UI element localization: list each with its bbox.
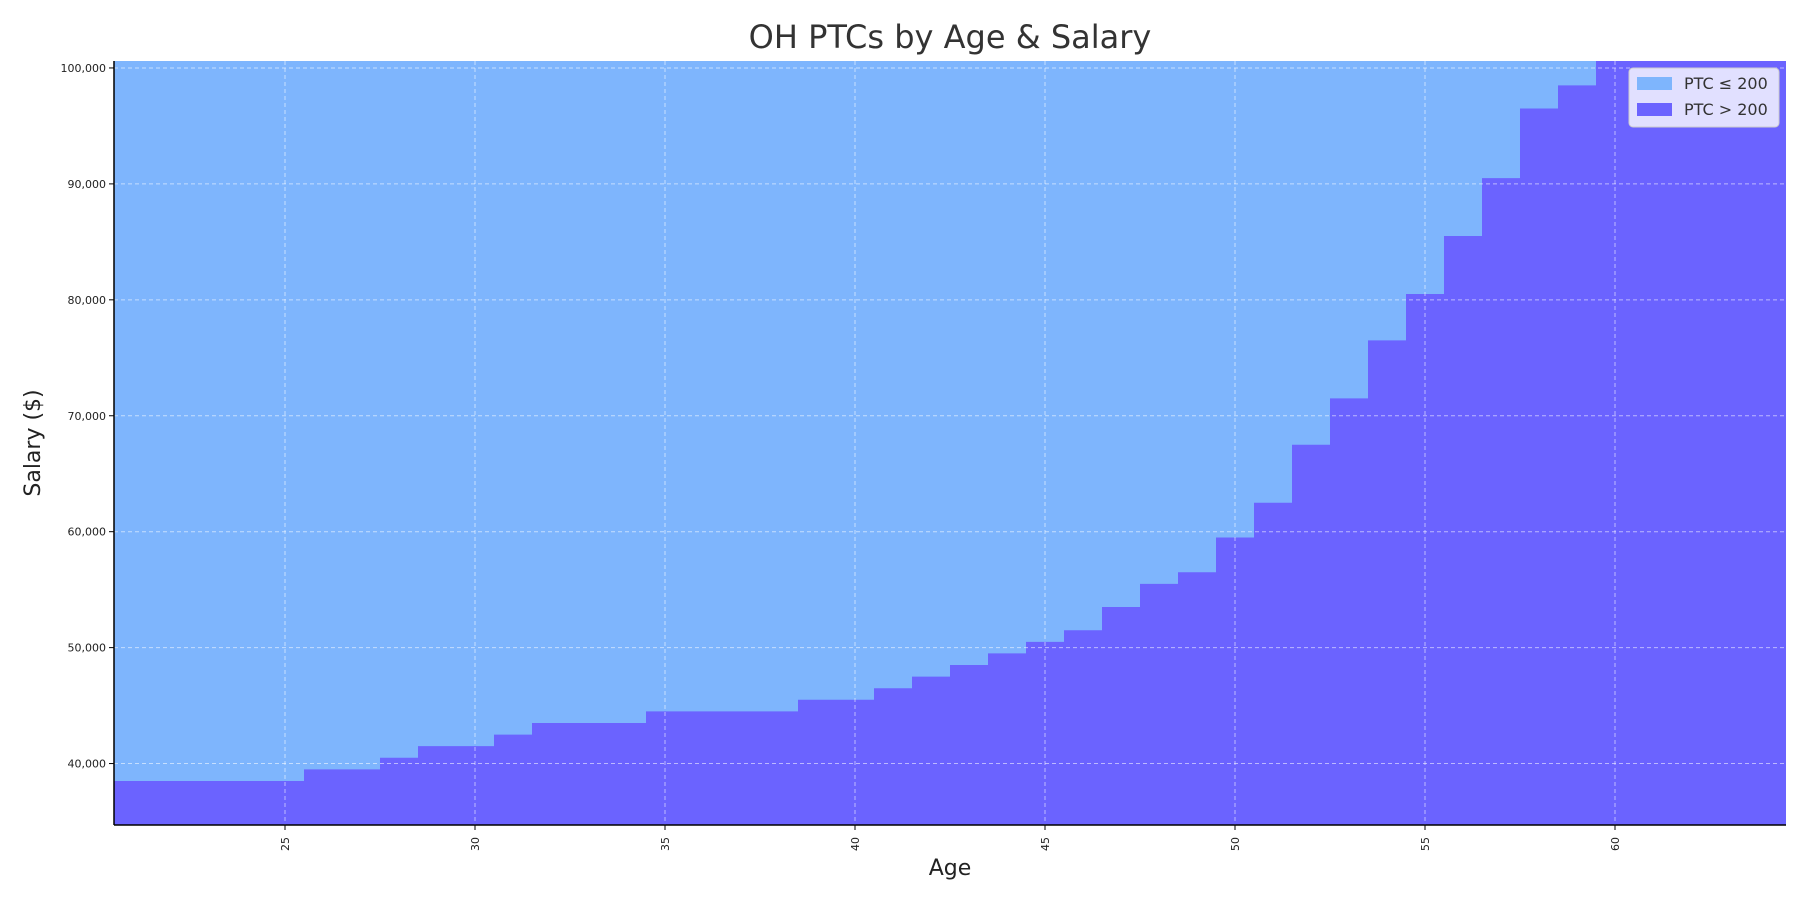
legend-label-ptc-gt-200: PTC > 200 (1684, 100, 1768, 119)
x-tick-label-40: 40 (849, 837, 862, 851)
y-ticks: 40,000 50,000 60,000 70,000 80,000 90,000 100,… (61, 62, 114, 771)
area-ptc-gt-200 (114, 61, 1786, 825)
y-tick-label-50000: 50,000 (68, 642, 107, 655)
y-tick-label-40000: 40,000 (68, 758, 107, 771)
axes: 25 30 35 40 45 50 55 60 40,000 50,000 60,000 70,00… (61, 61, 1786, 851)
y-axis-label: Salary ($) (21, 389, 46, 496)
y-tick-label-100000: 100,000 (61, 62, 107, 75)
x-tick-label-45: 45 (1039, 837, 1052, 851)
chart-title: OH PTCs by Age & Salary (749, 18, 1152, 56)
x-tick-label-60: 60 (1609, 837, 1622, 851)
legend-label-ptc-le-200: PTC ≤ 200 (1684, 74, 1768, 93)
y-tick-label-90000: 90,000 (68, 178, 107, 191)
plot-area (114, 61, 1786, 825)
x-tick-label-55: 55 (1419, 837, 1432, 851)
legend-swatch-ptc-le-200 (1637, 77, 1672, 90)
y-tick-label-80000: 80,000 (68, 294, 107, 307)
x-ticks: 25 30 35 40 45 50 55 60 (279, 825, 1622, 851)
x-tick-label-50: 50 (1229, 837, 1242, 851)
y-tick-label-60000: 60,000 (68, 526, 107, 539)
legend-swatch-ptc-gt-200 (1637, 103, 1672, 116)
x-tick-label-25: 25 (279, 837, 292, 851)
grid-lines (114, 61, 1786, 825)
y-tick-label-70000: 70,000 (68, 410, 107, 423)
x-tick-label-30: 30 (469, 837, 482, 851)
x-axis-label: Age (929, 856, 972, 881)
legend: PTC ≤ 200 PTC > 200 (1628, 67, 1780, 128)
x-tick-label-35: 35 (659, 837, 672, 851)
